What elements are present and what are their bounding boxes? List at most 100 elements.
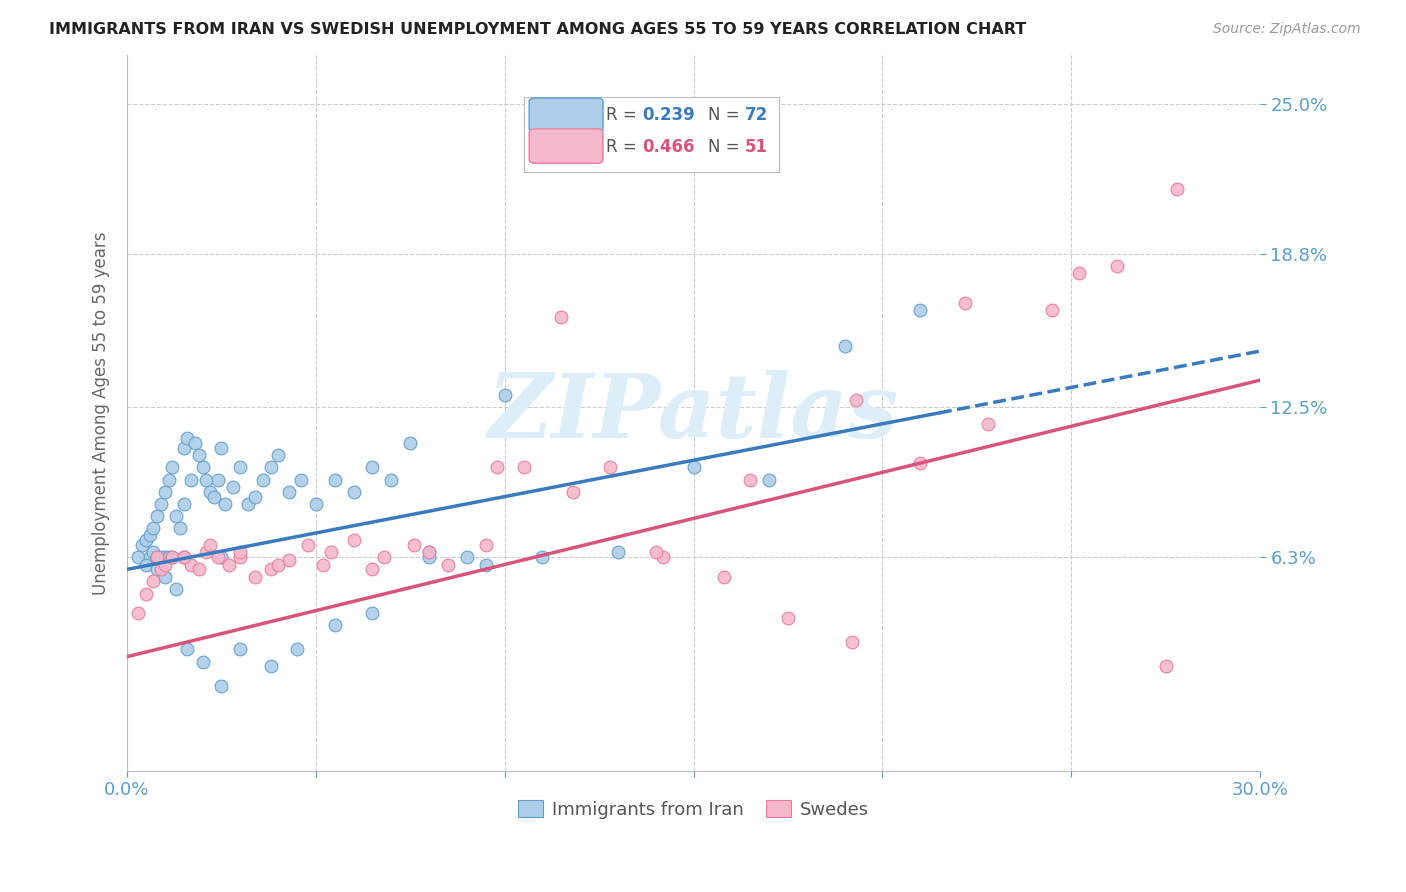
Point	[198, 538, 221, 552]
Point	[908, 302, 931, 317]
Point	[290, 473, 312, 487]
Text: 0.466: 0.466	[643, 137, 695, 156]
Point	[418, 545, 440, 559]
Point	[908, 456, 931, 470]
Point	[402, 538, 425, 552]
Point	[153, 484, 176, 499]
Point	[1105, 259, 1128, 273]
FancyBboxPatch shape	[529, 98, 603, 132]
Point	[319, 545, 342, 559]
Point	[323, 618, 346, 632]
Point	[361, 606, 384, 620]
Point	[229, 550, 252, 565]
FancyBboxPatch shape	[523, 96, 779, 172]
Point	[323, 473, 346, 487]
Point	[146, 508, 169, 523]
Point	[195, 545, 218, 559]
Point	[162, 550, 184, 565]
Point	[209, 441, 232, 455]
Point	[153, 558, 176, 572]
Point	[150, 562, 173, 576]
Point	[278, 552, 301, 566]
Point	[399, 436, 422, 450]
Point	[135, 533, 157, 548]
Point	[153, 550, 176, 565]
Point	[1166, 181, 1188, 195]
Point	[776, 611, 799, 625]
Point	[187, 448, 209, 462]
Point	[187, 562, 209, 576]
Point	[713, 569, 735, 583]
Point	[841, 635, 863, 649]
Point	[512, 460, 534, 475]
Point	[305, 497, 328, 511]
Point	[157, 550, 180, 565]
Point	[198, 484, 221, 499]
Point	[380, 473, 402, 487]
Point	[207, 473, 229, 487]
Point	[173, 550, 195, 565]
Point	[142, 521, 165, 535]
Point	[297, 538, 319, 552]
Point	[165, 508, 187, 523]
Point	[456, 550, 478, 565]
Text: ZIPatlas: ZIPatlas	[488, 369, 898, 456]
Point	[245, 490, 267, 504]
Point	[531, 550, 554, 565]
Point	[486, 460, 509, 475]
Point	[173, 497, 195, 511]
Point	[180, 473, 202, 487]
Point	[1067, 267, 1090, 281]
Point	[209, 679, 232, 693]
Point	[494, 388, 516, 402]
Point	[259, 460, 281, 475]
Point	[180, 558, 202, 572]
Point	[278, 484, 301, 499]
Point	[142, 574, 165, 589]
Point	[142, 545, 165, 559]
Point	[176, 431, 198, 445]
Legend: Immigrants from Iran, Swedes: Immigrants from Iran, Swedes	[510, 793, 876, 826]
Point	[550, 310, 572, 324]
Point	[207, 550, 229, 565]
Point	[173, 550, 195, 565]
Point	[561, 484, 583, 499]
Point	[176, 642, 198, 657]
Point	[259, 562, 281, 576]
Point	[191, 655, 214, 669]
Point	[150, 497, 173, 511]
Point	[475, 538, 498, 552]
Point	[127, 606, 149, 620]
Point	[214, 497, 236, 511]
Point	[162, 460, 184, 475]
Point	[229, 642, 252, 657]
Point	[229, 460, 252, 475]
Point	[157, 473, 180, 487]
Point	[1154, 659, 1177, 673]
Text: 0.239: 0.239	[643, 106, 696, 124]
Point	[437, 558, 460, 572]
Point	[1040, 302, 1063, 317]
Point	[146, 550, 169, 565]
Point	[361, 562, 384, 576]
Point	[127, 550, 149, 565]
Point	[373, 550, 395, 565]
FancyBboxPatch shape	[529, 128, 603, 163]
Point	[343, 533, 366, 548]
Point	[169, 521, 191, 535]
Point	[150, 550, 173, 565]
Point	[845, 392, 868, 407]
Point	[173, 441, 195, 455]
Point	[245, 569, 267, 583]
Point	[343, 484, 366, 499]
Text: R =: R =	[606, 137, 643, 156]
Point	[202, 490, 225, 504]
Text: 51: 51	[745, 137, 768, 156]
Text: N =: N =	[709, 137, 745, 156]
Point	[153, 569, 176, 583]
Point	[682, 460, 704, 475]
Point	[195, 473, 218, 487]
Point	[758, 473, 780, 487]
Point	[361, 460, 384, 475]
Point	[418, 545, 440, 559]
